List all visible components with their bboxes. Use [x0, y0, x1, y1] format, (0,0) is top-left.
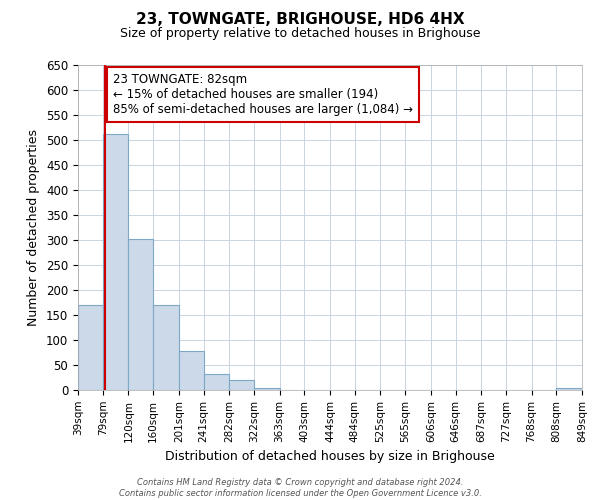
Bar	[203, 374, 229, 390]
Text: 23 TOWNGATE: 82sqm
← 15% of detached houses are smaller (194)
85% of semi-detach: 23 TOWNGATE: 82sqm ← 15% of detached hou…	[113, 73, 413, 116]
Bar	[128, 239, 153, 390]
Text: Size of property relative to detached houses in Brighouse: Size of property relative to detached ho…	[120, 28, 480, 40]
X-axis label: Distribution of detached houses by size in Brighouse: Distribution of detached houses by size …	[165, 450, 495, 463]
Bar	[78, 305, 103, 390]
Bar	[254, 388, 280, 390]
Bar	[103, 134, 128, 390]
Bar	[556, 388, 582, 390]
Bar	[229, 380, 254, 390]
Text: Contains HM Land Registry data © Crown copyright and database right 2024.
Contai: Contains HM Land Registry data © Crown c…	[119, 478, 481, 498]
Bar	[179, 350, 203, 390]
Bar	[153, 305, 179, 390]
Text: 23, TOWNGATE, BRIGHOUSE, HD6 4HX: 23, TOWNGATE, BRIGHOUSE, HD6 4HX	[136, 12, 464, 28]
Y-axis label: Number of detached properties: Number of detached properties	[28, 129, 40, 326]
